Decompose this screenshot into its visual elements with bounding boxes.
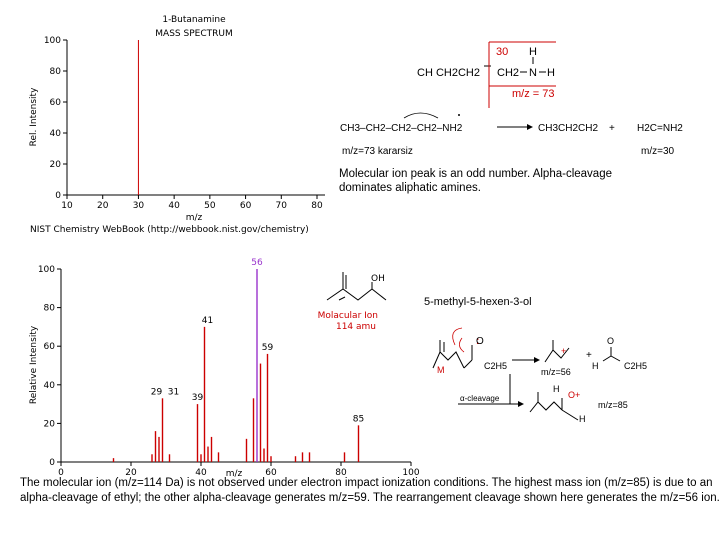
svg-text::: : [476,336,479,347]
chart1-y-tick-label: 60 [50,98,62,108]
scheme1-product1: CH3CH2CH2 [538,123,598,134]
chart2-peak-label: 39 [192,393,204,403]
chart2-y-tick-label: 20 [44,419,56,429]
chart1-x-tick-label: 80 [311,201,323,211]
scheme1: CH CH2CH2 CH2 N H H 30 m/z = 73 CH3–CH2–… [340,41,683,157]
chart2-x-tick-label: 60 [265,468,277,478]
chart2-molecular-ion-line1: Molacular Ion [318,311,378,321]
scheme2-m-label: M [437,365,445,375]
scheme1-top-left: CH CH2CH2 [417,67,480,79]
scheme1-circle-label: 30 [496,46,508,58]
scheme1-top-n: N [529,67,537,79]
chart2-molecular-ion-line2: 114 amu [336,322,376,332]
chart2-x-tick-label: 40 [195,468,207,478]
chart2-y-tick-label: 100 [38,265,55,275]
chart1-x-tick-label: 50 [204,201,216,211]
chart1-y-tick-label: 80 [50,67,62,77]
chart2-y-tick-label: 60 [44,342,56,352]
chart1-y-tick-label: 20 [50,160,62,170]
scheme2-h-top: H [553,384,560,394]
chart1-x-tick-label: 40 [168,201,180,211]
scheme1-radical-dot [458,114,460,116]
chart1-title: 1-Butanamine [162,15,226,25]
chart2-y-tick-label: 40 [44,381,56,391]
chart1-source: NIST Chemistry WebBook (http://webbook.n… [30,225,309,235]
svg-text:O: O [476,336,484,347]
description-1: Molecular ion peak is an odd number. Alp… [339,168,612,194]
scheme1-mz73-label: m/z = 73 [512,88,555,100]
chart1-x-tick-label: 70 [276,201,288,211]
chart1-y-tick-label: 40 [50,129,62,139]
chart2-x-tick-label: 100 [402,468,419,478]
chart2-peak-label: 85 [353,414,364,424]
chart2-y-tick-label: 80 [44,304,56,314]
chart1-x-label: m/z [186,213,203,223]
chart2-peak-label: 41 [202,316,213,326]
scheme2: : O M C2H5 + m/z=56 + O H C2H5 α-cleavag… [432,327,647,424]
chart1-subtitle: MASS SPECTRUM [155,29,232,39]
scheme2-h: H [592,361,599,371]
chart2-peak-label: 56 [251,258,263,268]
scheme1-product2: H2C=NH2 [637,123,683,134]
chart2-peak-label: 31 [168,387,179,397]
chart-2: 0 20 40 60 80 100 0 20 40 60 80 100 56 41 59 29 31 39 85… [29,258,420,479]
chart2-x-tick-label: 20 [125,468,137,478]
chart1-x-tick-label: 30 [133,201,145,211]
svg-text:+: + [561,346,566,356]
chart2-peak-label: 29 [151,387,163,397]
compound-structure: OH [326,272,387,301]
chart1-x-tick-label: 10 [61,201,73,211]
scheme2-h-bottom: H [579,414,586,424]
chart2-y-label: Relative Intensity [29,325,39,404]
chart2-x-label: m/z [226,469,243,479]
chart1-y-label: Rel. Intensity [29,87,39,146]
scheme1-top-mid: CH2 [497,67,519,79]
chart2-x-tick-label: 0 [58,468,64,478]
chart1-y-tick-label: 0 [55,191,61,201]
scheme1-mz73-note: m/z=73 kararsiz [342,146,413,157]
scheme2-alpha: α-cleavage [460,394,500,403]
compound-name: 5-methyl-5-hexen-3-ol [424,296,532,308]
chart-1: 1-Butanamine MASS SPECTRUM 020406080100 … [29,15,325,235]
compound-oh-label: OH [371,274,385,284]
scheme2-plus: + [586,350,592,361]
scheme2-mz85: m/z=85 [598,400,628,410]
chart2-peak-label: 59 [262,343,274,353]
chart2-x-tick-label: 80 [335,468,347,478]
chart1-y-tick-label: 100 [44,36,61,46]
scheme2-o-plus: O+ [568,390,580,400]
scheme2-c2h5-b: C2H5 [624,361,647,371]
scheme1-top-h-right: H [547,67,555,79]
chart2-y-tick-label: 0 [49,458,55,468]
chart1-x-tick-label: 60 [240,201,252,211]
chart1-x-tick-label: 20 [97,201,109,211]
scheme2-c2h5: C2H5 [484,361,507,371]
scheme1-plus: + [609,123,615,134]
scheme1-mz30-note: m/z=30 [641,146,675,157]
description-2: The molecular ion (m/z=114 Da) is not ob… [20,477,720,504]
scheme1-top-h-up: H [529,46,537,58]
scheme2-o: O [607,336,614,346]
scheme1-reaction-arrowhead [527,124,533,130]
scheme1-electron-arrow [403,112,439,119]
scheme1-reactant: CH3–CH2–CH2–CH2–NH2 [340,123,463,134]
scheme2-mz56: m/z=56 [541,367,571,377]
